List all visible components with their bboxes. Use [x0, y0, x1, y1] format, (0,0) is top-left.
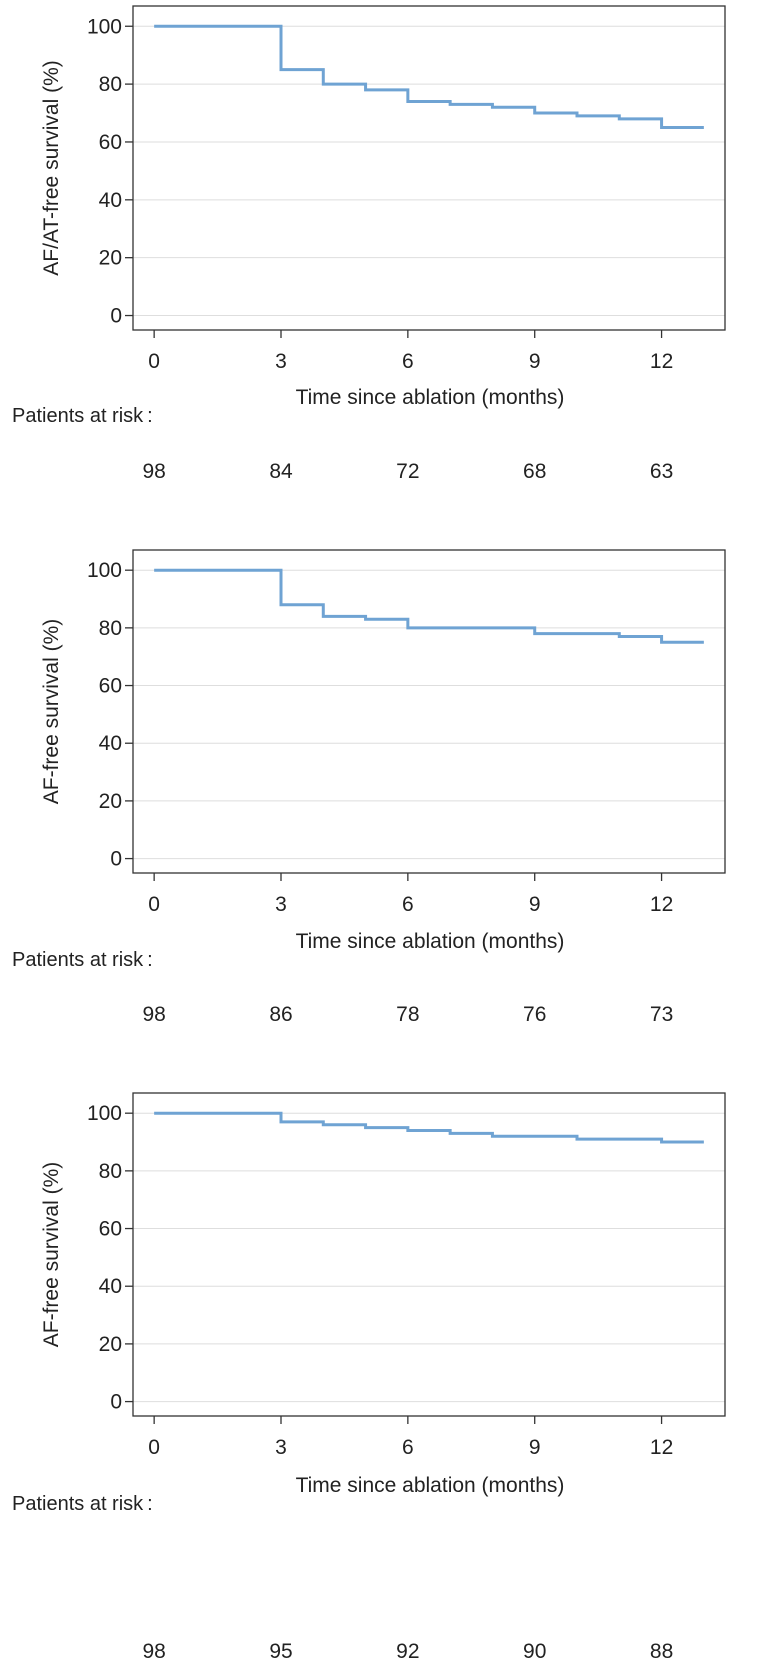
risk-count: 98 [142, 460, 165, 483]
y-tick-label: 80 [99, 73, 122, 96]
survival-step-line [154, 24, 704, 129]
x-tick-label: 6 [402, 893, 414, 916]
survival-step-line [154, 1111, 704, 1144]
x-tick-label: 0 [148, 1436, 160, 1459]
x-tick-label: 12 [650, 1436, 673, 1459]
y-tick-label: 100 [87, 1102, 122, 1125]
risk-count: 72 [396, 460, 419, 483]
km-panel-1: 0 20 40 60 80 100 0 3 6 9 12 Time since ablation (m… [12, 5, 726, 483]
plot-frame [132, 5, 726, 331]
y-tick-label: 40 [99, 189, 122, 212]
y-tick-label: 100 [87, 15, 122, 38]
plot-frame [132, 549, 726, 874]
risk-table-label-text: Patients at risk [12, 405, 144, 427]
survival-step-line [154, 568, 704, 644]
y-tick-label: 60 [99, 131, 122, 154]
x-tick-label: 3 [275, 893, 287, 916]
x-tick-label: 12 [650, 350, 673, 373]
x-tick-label: 12 [650, 893, 673, 916]
risk-table-label: Patients at risk: [12, 405, 153, 427]
risk-count: 98 [142, 1003, 165, 1026]
risk-count: 95 [269, 1640, 292, 1663]
risk-table-label: Patients at risk: [12, 949, 153, 971]
risk-count: 86 [269, 1003, 292, 1026]
x-axis-label: Time since ablation (months) [296, 1474, 565, 1497]
x-tick-label: 0 [148, 350, 160, 373]
risk-table-separator: : [147, 949, 153, 971]
risk-count: 92 [396, 1640, 419, 1663]
risk-count: 63 [650, 460, 673, 483]
y-tick-label: 80 [99, 1160, 122, 1183]
km-panel-2: 0 20 40 60 80 100 0 3 6 9 12 Time since ablation (m… [12, 549, 726, 1026]
y-axis-label: AF/AT-free survival (%) [40, 60, 63, 275]
x-tick-label: 6 [402, 1436, 414, 1459]
y-tick-label: 100 [87, 559, 122, 582]
y-tick-label: 0 [110, 305, 122, 328]
risk-table-label-text: Patients at risk [12, 949, 144, 971]
risk-table-label-text: Patients at risk [12, 1493, 144, 1515]
risk-count: 88 [650, 1640, 673, 1663]
y-tick-label: 40 [99, 732, 122, 755]
y-tick-label: 20 [99, 790, 122, 813]
x-tick-label: 3 [275, 350, 287, 373]
risk-count: 98 [142, 1640, 165, 1663]
risk-table-separator: : [147, 405, 153, 427]
x-axis-label: Time since ablation (months) [296, 930, 565, 953]
km-panel-3: 0 20 40 60 80 100 0 3 6 9 12 Time since ablation (m… [12, 1092, 726, 1663]
plot-frame [132, 1092, 726, 1417]
risk-count: 90 [523, 1640, 546, 1663]
risk-count: 76 [523, 1003, 546, 1026]
x-tick-label: 9 [529, 1436, 541, 1459]
y-axis-label: AF-free survival (%) [40, 619, 63, 805]
y-axis-label: AF-free survival (%) [40, 1162, 63, 1348]
y-tick-label: 20 [99, 1333, 122, 1356]
y-tick-label: 0 [110, 848, 122, 871]
risk-count: 84 [269, 460, 293, 483]
x-tick-label: 3 [275, 1436, 287, 1459]
y-tick-label: 20 [99, 247, 122, 270]
x-tick-label: 6 [402, 350, 414, 373]
x-tick-label: 0 [148, 893, 160, 916]
x-axis-label: Time since ablation (months) [296, 386, 565, 409]
risk-count: 73 [650, 1003, 673, 1026]
risk-count: 78 [396, 1003, 419, 1026]
y-tick-label: 60 [99, 675, 122, 698]
risk-table-label: Patients at risk: [12, 1493, 153, 1515]
y-tick-label: 60 [99, 1218, 122, 1241]
y-tick-label: 80 [99, 617, 122, 640]
risk-table-separator: : [147, 1493, 153, 1515]
y-tick-label: 0 [110, 1391, 122, 1414]
risk-count: 68 [523, 460, 546, 483]
y-tick-label: 40 [99, 1275, 122, 1298]
x-tick-label: 9 [529, 350, 541, 373]
x-tick-label: 9 [529, 893, 541, 916]
